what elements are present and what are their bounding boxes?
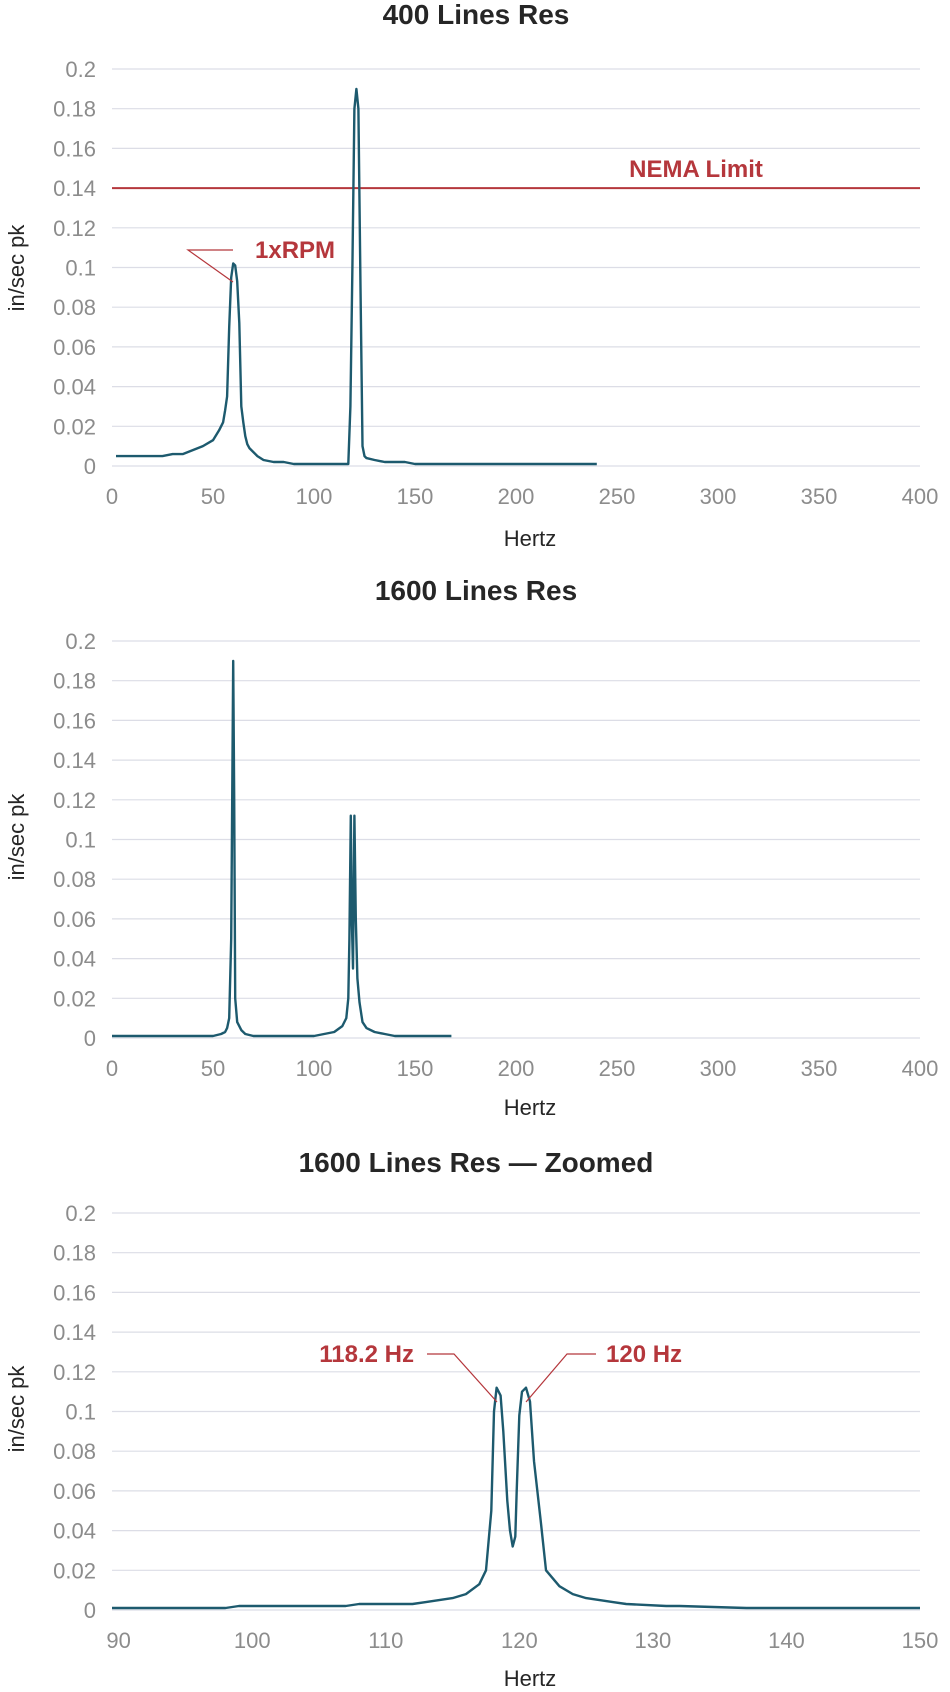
y-tick-label: 0.16 <box>53 136 96 161</box>
y-tick-labels: 0 0.02 0.04 0.06 0.08 0.1 0.12 0.14 0.16 0.18 0.2 <box>53 629 96 1051</box>
y-tick-label: 0.02 <box>53 986 96 1011</box>
x-tick-label: 100 <box>234 1628 271 1653</box>
x-axis-label: Hertz <box>504 1095 557 1120</box>
x-tick-label: 350 <box>801 1056 838 1081</box>
x-tick-label: 400 <box>902 1056 939 1081</box>
chart-1600-lines: 1600 Lines Res 00.020.040.060.080.10.120… <box>4 575 938 1120</box>
x-tick-label: 90 <box>106 1628 130 1653</box>
x-tick-label: 200 <box>498 484 535 509</box>
chart-title: 1600 Lines Res <box>375 575 577 606</box>
x-tick-label: 110 <box>368 1628 403 1653</box>
annotation-118-2hz: 118.2 Hz <box>319 1341 414 1368</box>
annotation-120hz: 120 Hz <box>606 1341 682 1368</box>
chart-title: 1600 Lines Res — Zoomed <box>299 1147 654 1178</box>
y-tick-label: 0.08 <box>53 867 96 892</box>
y-tick-label: 0.18 <box>53 97 96 122</box>
annotation-leader-120hz <box>525 1353 596 1403</box>
annotation-1xrpm: 1xRPM <box>255 237 335 264</box>
y-tick-label: 0.14 <box>53 176 96 201</box>
x-tick-label: 150 <box>902 1628 939 1653</box>
y-tick-label: 0.12 <box>53 216 96 241</box>
nema-limit-label: NEMA Limit <box>629 156 763 183</box>
y-axis-label: in/sec pk <box>4 1365 29 1453</box>
y-tick-label: 0.16 <box>53 1280 96 1305</box>
series-line <box>112 659 452 1038</box>
x-tick-label: 300 <box>700 1056 737 1081</box>
x-axis-label: Hertz <box>504 1666 557 1691</box>
y-tick-label: 0.2 <box>65 629 96 654</box>
x-tick-labels: 90 100 110 120 130 140 150 <box>106 1628 938 1653</box>
y-tick-label: 0.2 <box>65 1201 96 1226</box>
y-tick-label: 0.14 <box>53 1320 96 1345</box>
x-tick-label: 300 <box>700 484 737 509</box>
y-tick-label: 0.1 <box>65 828 96 853</box>
y-tick-label: 0.08 <box>53 295 96 320</box>
x-tick-label: 50 <box>201 1056 225 1081</box>
gridlines <box>112 68 920 467</box>
annotation-leader-118-2hz <box>427 1353 498 1403</box>
y-tick-label: 0.1 <box>65 256 96 281</box>
y-axis-label: in/sec pk <box>4 224 29 312</box>
y-tick-label: 0.14 <box>53 748 96 773</box>
y-tick-label: 0.06 <box>53 907 96 932</box>
x-tick-label: 0 <box>106 484 118 509</box>
y-tick-label: 0.06 <box>53 335 96 360</box>
x-tick-label: 350 <box>801 484 838 509</box>
x-tick-label: 200 <box>498 1056 535 1081</box>
x-tick-label: 50 <box>201 484 225 509</box>
series-line <box>112 1386 920 1610</box>
x-tick-label: 400 <box>902 484 939 509</box>
x-tick-label: 120 <box>501 1628 538 1653</box>
y-tick-label: 0.18 <box>53 669 96 694</box>
x-tick-label: 150 <box>397 484 434 509</box>
y-tick-label: 0.16 <box>53 708 96 733</box>
y-tick-label: 0.1 <box>65 1400 96 1425</box>
y-tick-label: 0.02 <box>53 1558 96 1583</box>
y-tick-label: 0.12 <box>53 788 96 813</box>
y-tick-label: 0 <box>84 454 96 479</box>
y-tick-label: 0.04 <box>53 947 96 972</box>
chart-title: 400 Lines Res <box>383 0 570 30</box>
x-tick-label: 150 <box>397 1056 434 1081</box>
x-tick-label: 0 <box>106 1056 118 1081</box>
y-tick-label: 0.08 <box>53 1439 96 1464</box>
y-tick-label: 0 <box>84 1598 96 1623</box>
y-tick-label: 0.06 <box>53 1479 96 1504</box>
x-tick-label: 250 <box>599 484 636 509</box>
chart-400-lines: 400 Lines Res 0 0.02 0.04 0.06 0.08 0.1 0.12 0.… <box>4 0 938 551</box>
x-tick-labels: 0 50 100 150 200 250 300 350 400 <box>106 484 938 509</box>
x-tick-label: 100 <box>296 1056 333 1081</box>
y-tick-label: 0.12 <box>53 1360 96 1385</box>
y-tick-label: 0.04 <box>53 375 96 400</box>
y-tick-label: 0.2 <box>65 57 96 82</box>
gridlines <box>112 640 920 1039</box>
x-tick-labels: 0 50 100 150 200 250 300 350 400 <box>106 1056 938 1081</box>
y-tick-label: 0.04 <box>53 1519 96 1544</box>
x-tick-label: 250 <box>599 1056 636 1081</box>
y-tick-label: 0.18 <box>53 1241 96 1266</box>
y-axis-label: in/sec pk <box>4 793 29 881</box>
gridlines <box>112 1212 920 1611</box>
x-axis-label: Hertz <box>504 526 557 551</box>
series-line <box>116 87 597 466</box>
x-tick-label: 140 <box>768 1628 805 1653</box>
y-tick-label: 0 <box>84 1026 96 1051</box>
x-tick-label: 100 <box>296 484 333 509</box>
y-tick-labels: 0 0.02 0.04 0.06 0.08 0.1 0.12 0.14 0.16 0.18 0.2 <box>53 57 96 479</box>
chart-1600-lines-zoomed: 1600 Lines Res — Zoomed 0 0.02 0.04 0.06 0.0… <box>4 1147 938 1691</box>
y-tick-labels: 0 0.02 0.04 0.06 0.08 0.1 0.12 0.14 0.16 0.18 0.2 <box>53 1201 96 1623</box>
y-tick-label: 0.02 <box>53 414 96 439</box>
annotation-leader-1xrpm <box>186 249 234 283</box>
x-tick-label: 130 <box>635 1628 672 1653</box>
